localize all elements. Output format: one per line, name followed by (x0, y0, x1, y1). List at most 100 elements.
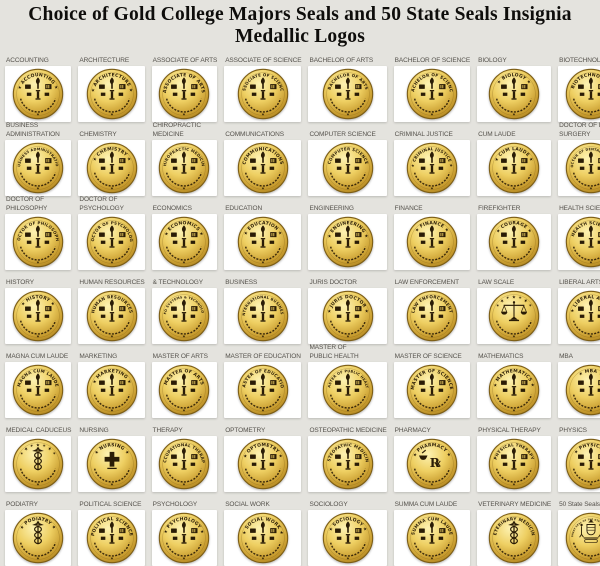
cross-icon (104, 451, 119, 470)
seal-thumbnail[interactable]: ★ COMMUNICATIONS ★ ★ (224, 140, 302, 196)
seal-thumbnail[interactable]: VETERINARY MEDICINE ★ (477, 510, 552, 566)
seal-thumbnail[interactable]: ★ EDUCATION ★ ★ (224, 214, 302, 270)
seal-thumbnail[interactable]: BACHELOR OF SCIENCE ★ (393, 66, 471, 122)
seal-thumbnail[interactable]: ★ ACCOUNTING ★ ★ (5, 66, 72, 122)
bottom-star-icon: ★ (36, 113, 40, 117)
bottom-star-icon: ★ (512, 261, 516, 265)
seal-thumbnail[interactable]: ★ OPTOMETRY ★ ★ (224, 436, 302, 492)
seal-thumbnail[interactable]: OCCUPATIONAL THERAPY ★ (151, 436, 218, 492)
seal-graphic: ★ PHYSICS ★ ★ (565, 438, 600, 490)
torch-icon (418, 151, 446, 174)
seal-thumbnail[interactable]: ★ MBA ★ ★ (558, 362, 600, 418)
seal-thumbnail[interactable]: ★ COMPUTER SCIENCE ★ ★ (308, 140, 387, 196)
laurel-arc (572, 172, 600, 187)
seal-thumbnail[interactable]: ★ JURIS DOCTOR ★ ★ (308, 288, 387, 344)
seal-thumbnail[interactable]: ★ CRIMINAL JUSTICE ★ ★ (393, 140, 471, 196)
seal-thumbnail[interactable]: ★ SUMMA CUM LAUDE ★ ★ (393, 510, 471, 566)
seal-thumbnail[interactable]: ASSOCIATE OF SCIENCE ★ (224, 66, 302, 122)
seal-thumbnail[interactable]: ★ CUM LAUDE ★ ★ (477, 140, 552, 196)
torch-icon (98, 299, 125, 322)
seal-thumbnail[interactable]: ★ MAGNA CUM LAUDE ★ ★ (5, 362, 72, 418)
seal-thumbnail[interactable]: MASTER OF EDUCATION ★ (224, 362, 302, 418)
seal-thumbnail[interactable]: MASTER OF SCIENCE ★ (393, 362, 471, 418)
seal-thumbnail[interactable]: ★ BIOTECHNOLOGY ★ ★ (558, 66, 600, 122)
seal-thumbnail[interactable]: ★ FINANCE ★ ★ (393, 214, 471, 270)
seal-thumbnail[interactable]: DOCTOR OF PSYCHOLOGY ★ (78, 214, 145, 270)
seal-thumbnail[interactable]: ★ NURSING ★ ★ (78, 436, 145, 492)
seal-thumbnail[interactable]: ★ ENGINEERING ★ ★ (308, 214, 387, 270)
laurel-arc (496, 320, 533, 335)
seal-thumbnail[interactable]: ★ ECONOMICS ★ ★ (151, 214, 218, 270)
seal-label: FIREFIGHTER (478, 204, 521, 212)
seal-thumbnail[interactable]: DOCTOR OF PHILOSOPHY ★ (5, 214, 72, 270)
seal-label: MARKETING (79, 352, 118, 360)
seal-thumbnail[interactable]: ★ PHYSICAL THERAPY ★ ★ (477, 436, 552, 492)
torch-icon (249, 447, 277, 470)
torch-icon (418, 299, 446, 322)
seal-cell: VETERINARY MEDICINE VETERINARY MEDICINE … (477, 494, 551, 566)
seal-cell: DOCTOR OF DENTAL SURGERY DOCTOR OF DENTA… (558, 122, 600, 196)
seal-thumbnail[interactable]: ★ COURAGE ★ ★ (477, 214, 552, 270)
seal-thumbnail[interactable]: ★ MARKETING ★ ★ (78, 362, 145, 418)
seal-thumbnail[interactable]: ★ BACHELOR OF ARTS ★ ★ (308, 66, 387, 122)
torch-icon (171, 77, 198, 100)
bottom-star-icon: ★ (346, 335, 350, 339)
seal-label: CHEMISTRY (79, 130, 117, 138)
laurel-arc (496, 98, 533, 113)
seal-thumbnail[interactable]: ✶ ★ ✶ ★ ✶ ★ ✶ ★ (5, 436, 72, 492)
torch-icon (334, 447, 362, 470)
seal-graphic: CHIROPRACTIC MEDICINE ★ (157, 141, 210, 194)
torch-icon (501, 77, 528, 100)
seal-thumbnail[interactable]: ★ LIBERAL ARTS ★ ★ (558, 288, 600, 344)
seal-thumbnail[interactable]: ★ PSYCHOLOGY ★ ★ (151, 510, 218, 566)
seal-label: JURIS DOCTOR (309, 278, 357, 286)
seal-thumbnail[interactable]: ★ SOCIAL WORK ★ ★ (224, 510, 302, 566)
seal-thumbnail[interactable]: ★ BIOLOGY ★ ★ (477, 66, 552, 122)
seal-thumbnail[interactable]: ★ HUMAN RESOURCES ★ ★ (78, 288, 145, 344)
seal-graphic: ★ SOCIOLOGY ★ ★ (322, 512, 373, 564)
seal-thumbnail[interactable]: ★ HISTORY ★ ★ (5, 288, 72, 344)
seal-cell: PHYSICS ★ PHYSICS ★ ★ (558, 420, 600, 492)
seal-graphic: MASTER OF SCIENCE ★ (406, 364, 458, 416)
seal-thumbnail[interactable]: THE GREAT SEAL OF THE STATE OF NEW YORK … (558, 510, 600, 566)
seal-thumbnail[interactable]: ★ PHYSICS ★ ★ (558, 436, 600, 492)
seal-thumbnail[interactable]: ★ CHEMISTRY ★ ★ (78, 140, 145, 196)
laurel-arc (329, 468, 366, 483)
seal-thumbnail[interactable]: MASTER OF PUBLIC HEALTH ★ (308, 362, 387, 418)
bottom-star-icon: ★ (110, 187, 114, 191)
svg-text:R: R (430, 456, 441, 470)
seal-graphic: ★ SOCIAL WORK ★ ★ (237, 512, 289, 564)
seal-cell: MASTER OF EDUCATION MASTER OF EDUCATION … (224, 346, 302, 418)
seal-thumbnail[interactable]: INFO SYSTEMS & TECHNOLOGY ★ (151, 288, 218, 344)
seal-thumbnail[interactable]: OSTEOPATHIC MEDICINE ★ (308, 436, 387, 492)
seal-thumbnail[interactable]: POLITICAL SCIENCE ★ (78, 510, 145, 566)
seal-thumbnail[interactable]: ★ MATHEMATICS ★ ★ (477, 362, 552, 418)
seal-label: OPTOMETRY (225, 426, 266, 434)
seal-thumbnail[interactable]: ★ PHARMACY ★ ★ R (393, 436, 471, 492)
seal-thumbnail[interactable]: ★ LAW ENFORCEMENT ★ ★ (393, 288, 471, 344)
seal-thumbnail[interactable]: ✶ ★ ✶ ★ ✶ ★ ✶ ★ (477, 288, 552, 344)
laurel-arc (166, 246, 203, 261)
torch-icon (418, 225, 446, 248)
seal-thumbnail[interactable]: INTERNATIONAL BUSINESS ★ (224, 288, 302, 344)
seal-thumbnail[interactable]: ★ SOCIOLOGY ★ ★ (308, 510, 387, 566)
seal-thumbnail[interactable]: ★ MASTER OF ARTS ★ ★ (151, 362, 218, 418)
laurel-arc (93, 468, 130, 483)
laurel-arc (572, 246, 600, 261)
seal-thumbnail[interactable]: ★ ARCHITECTURE ★ ★ (78, 66, 145, 122)
seal-thumbnail[interactable]: ASSOCIATE OF ARTS ★ (151, 66, 218, 122)
torch-icon (249, 151, 277, 174)
seal-thumbnail[interactable]: ★ PODIATRY ★ ★ (5, 510, 72, 566)
seal-cell: DOCTOR OF PHILOSOPHY DOCTOR OF PHILOSOPH… (5, 196, 72, 270)
seal-cell: ARCHITECTURE ★ ARCHITECTURE ★ ★ (78, 50, 145, 122)
seal-cell: SUMMA CUM LAUDE ★ SUMMA CUM LAUDE ★ ★ (393, 494, 471, 566)
torch-icon (334, 225, 362, 248)
torch-icon (501, 373, 528, 396)
seal-label: DOCTOR OF PHILOSOPHY (6, 196, 48, 212)
seal-thumbnail[interactable]: BUSINESS ADMINISTRATION ★ (5, 140, 72, 196)
laurel-arc (329, 246, 366, 261)
seal-thumbnail[interactable]: DOCTOR OF DENTAL SURGERY ★ (558, 140, 600, 196)
seal-thumbnail[interactable]: CHIROPRACTIC MEDICINE ★ (151, 140, 218, 196)
seal-graphic: THE GREAT SEAL OF THE STATE OF NEW YORK … (564, 511, 600, 564)
